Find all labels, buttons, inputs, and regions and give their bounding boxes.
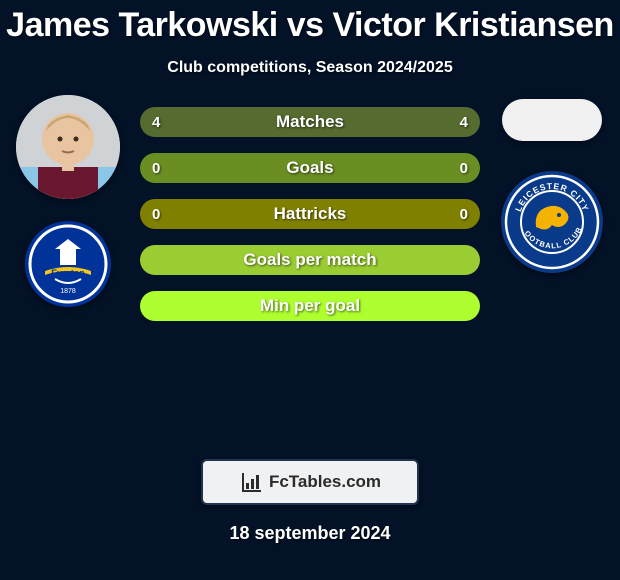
player-left-photo: [16, 95, 120, 199]
player-left-column: Everton 1878: [8, 95, 128, 307]
stat-left-value: 0: [152, 160, 160, 177]
leicester-badge-icon: LEICESTER CITY FOOTBALL CLUB: [501, 171, 603, 273]
comparison-content: Everton 1878 LEICESTER CITY FOOTBALL: [0, 107, 620, 457]
stat-label: Matches: [276, 112, 344, 132]
stat-label: Goals: [286, 158, 333, 178]
date-label: 18 september 2024: [0, 523, 620, 544]
stat-label: Goals per match: [243, 250, 376, 270]
stat-bar-matches: 4 Matches 4: [140, 107, 480, 137]
player-right-club-badge: LEICESTER CITY FOOTBALL CLUB: [501, 171, 603, 273]
watermark: FcTables.com: [201, 459, 419, 505]
stat-label: Min per goal: [260, 296, 360, 316]
stat-right-value: 0: [460, 160, 468, 177]
everton-badge-icon: Everton 1878: [25, 221, 111, 307]
stat-bar-hattricks: 0 Hattricks 0: [140, 199, 480, 229]
page-title: James Tarkowski vs Victor Kristiansen: [0, 0, 620, 45]
stats-bars: 4 Matches 4 0 Goals 0 0 Hattricks 0 Goal…: [140, 107, 480, 337]
svg-text:Everton: Everton: [51, 268, 85, 278]
stat-bar-goals: 0 Goals 0: [140, 153, 480, 183]
bar-chart-icon: [239, 470, 265, 494]
stat-left-value: 0: [152, 206, 160, 223]
stat-right-value: 0: [460, 206, 468, 223]
stat-left-value: 4: [152, 114, 160, 131]
stat-label: Hattricks: [274, 204, 347, 224]
stat-bar-min-per-goal: Min per goal: [140, 291, 480, 321]
stat-bar-goals-per-match: Goals per match: [140, 245, 480, 275]
stat-right-value: 4: [460, 114, 468, 131]
subtitle: Club competitions, Season 2024/2025: [0, 59, 620, 77]
svg-text:1878: 1878: [60, 288, 76, 295]
player-right-photo-placeholder: [502, 99, 602, 141]
player-left-club-badge: Everton 1878: [25, 221, 111, 307]
player-right-column: LEICESTER CITY FOOTBALL CLUB: [492, 95, 612, 273]
player-left-face-icon: [16, 95, 120, 199]
watermark-text: FcTables.com: [269, 472, 381, 492]
